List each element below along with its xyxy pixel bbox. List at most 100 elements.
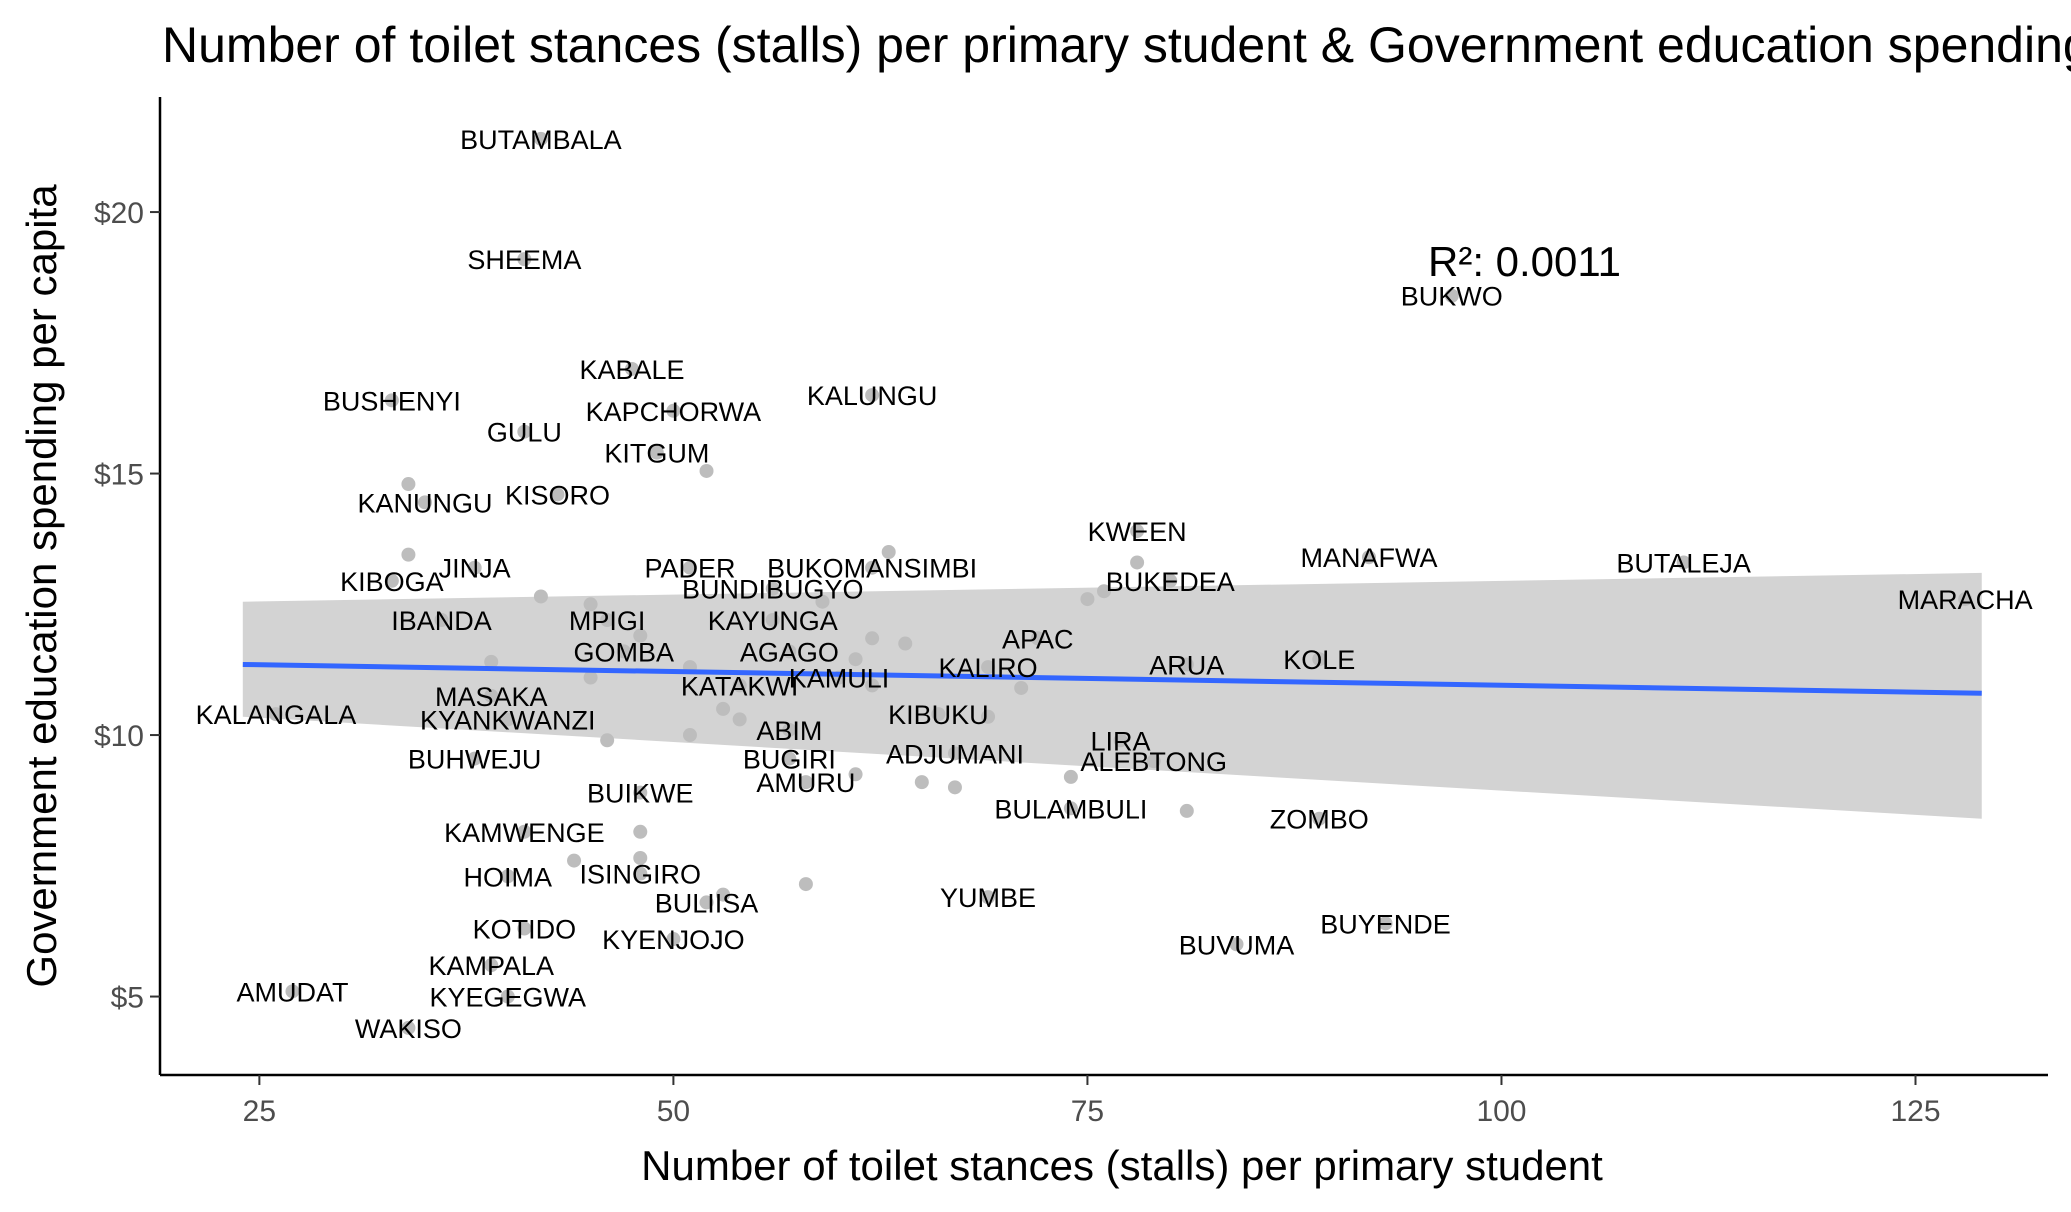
- point-label: KANUNGU: [357, 488, 492, 518]
- point-label: KISORO: [505, 480, 610, 510]
- data-point: [1113, 733, 1128, 748]
- data-point: [600, 612, 615, 627]
- point-label: ADJUMANI: [886, 739, 1024, 769]
- x-ticks: 25 50 75 100 125: [243, 1075, 1941, 1128]
- data-point: [981, 709, 996, 724]
- data-point: [1063, 801, 1078, 816]
- data-point: [500, 989, 515, 1004]
- data-point: [517, 824, 532, 839]
- data-point: [467, 751, 482, 766]
- data-point: [550, 487, 565, 502]
- data-point: [1030, 631, 1045, 646]
- data-point: [732, 678, 747, 693]
- data-point: [1014, 680, 1029, 695]
- point-label: BUYENDE: [1320, 909, 1451, 939]
- point-label: KAMPALA: [428, 951, 554, 981]
- data-point: [484, 958, 499, 973]
- point-label: BULIISA: [655, 888, 759, 918]
- data-point: [434, 612, 449, 627]
- data-point: [1097, 584, 1111, 599]
- point-label: KABALE: [579, 355, 684, 385]
- point-label: AGAGO: [740, 637, 839, 667]
- data-point: [517, 252, 532, 267]
- data-point: [484, 688, 499, 703]
- data-point: [798, 775, 813, 790]
- data-point: [401, 1020, 416, 1035]
- x-tick-label: 100: [1476, 1095, 1526, 1128]
- point-label: ABIM: [756, 716, 822, 746]
- data-point: [765, 581, 780, 596]
- point-label: ALEBTONG: [1080, 747, 1227, 777]
- point-label: MARACHA: [1898, 585, 2033, 615]
- point-label: ISINGIRO: [580, 860, 702, 890]
- point-label: ARUA: [1149, 650, 1224, 680]
- data-point: [268, 707, 283, 722]
- data-point: [1312, 652, 1327, 667]
- point-label: KYEGEGWA: [430, 983, 587, 1013]
- point-label: BUHWEJU: [408, 745, 542, 775]
- data-point: [583, 670, 598, 685]
- point-label: BUTAMBALA: [460, 125, 622, 155]
- data-point: [533, 131, 548, 146]
- data-point: [666, 932, 681, 947]
- point-label: KAYUNGA: [708, 606, 838, 636]
- data-point: [1146, 754, 1161, 769]
- point-label: PADER: [644, 554, 735, 584]
- data-point: [865, 631, 880, 646]
- data-point: [1378, 916, 1393, 931]
- data-point: [666, 403, 681, 418]
- data-point: [682, 728, 697, 743]
- point-label: KOLE: [1283, 645, 1355, 675]
- confidence-band-layer: [242, 572, 1982, 819]
- data-point: [1676, 555, 1691, 570]
- x-tick-label: 125: [1890, 1095, 1940, 1128]
- data-point: [500, 869, 515, 884]
- data-point: [914, 775, 929, 790]
- point-label: BUNDIBUGYO: [682, 575, 864, 605]
- data-point: [1312, 811, 1327, 826]
- point-label: AMURU: [756, 768, 855, 798]
- x-axis-title: Number of toilet stances (stalls) per pr…: [641, 1142, 1603, 1189]
- r-squared-label: R²: 0.0011: [1428, 238, 1621, 285]
- data-point: [567, 853, 582, 868]
- data-point: [533, 589, 548, 604]
- data-point: [815, 594, 830, 609]
- point-label: KALANGALA: [196, 700, 357, 730]
- data-point: [1444, 288, 1459, 303]
- data-point: [898, 636, 913, 651]
- data-point: [285, 984, 300, 999]
- data-point: [500, 712, 515, 727]
- point-label: IBANDA: [391, 606, 492, 636]
- x-tick-label: 25: [243, 1095, 276, 1128]
- point-label: KALUNGU: [807, 381, 938, 411]
- point-label: LIRA: [1091, 726, 1151, 756]
- data-point: [1958, 592, 1973, 607]
- data-point: [517, 424, 532, 439]
- point-label: MPIGI: [569, 606, 646, 636]
- point-label: KYENJOJO: [602, 925, 745, 955]
- data-point: [765, 612, 780, 627]
- data-point: [931, 707, 946, 722]
- point-label: KAMWENGE: [444, 818, 605, 848]
- point-label: ZOMBO: [1270, 805, 1369, 835]
- trend-layer: [242, 661, 1982, 696]
- y-tick-label: $10: [94, 720, 144, 753]
- point-label: HOIMA: [464, 862, 553, 892]
- x-tick-label: 75: [1071, 1095, 1104, 1128]
- data-point: [1080, 592, 1095, 607]
- data-point: [384, 573, 399, 588]
- axes: [158, 97, 2048, 1077]
- data-point: [1179, 803, 1194, 818]
- point-label: KALIRO: [939, 653, 1038, 683]
- point-label: BUKWO: [1401, 282, 1503, 312]
- data-point: [633, 850, 648, 865]
- data-point: [1179, 657, 1194, 672]
- data-point: [1130, 524, 1145, 539]
- trend-line: [242, 661, 1982, 696]
- data-point: [865, 560, 880, 575]
- point-label: KIBOGA: [340, 567, 444, 597]
- data-point: [649, 445, 664, 460]
- data-point: [616, 644, 631, 659]
- data-point: [981, 660, 996, 675]
- point-label: JINJA: [439, 554, 511, 584]
